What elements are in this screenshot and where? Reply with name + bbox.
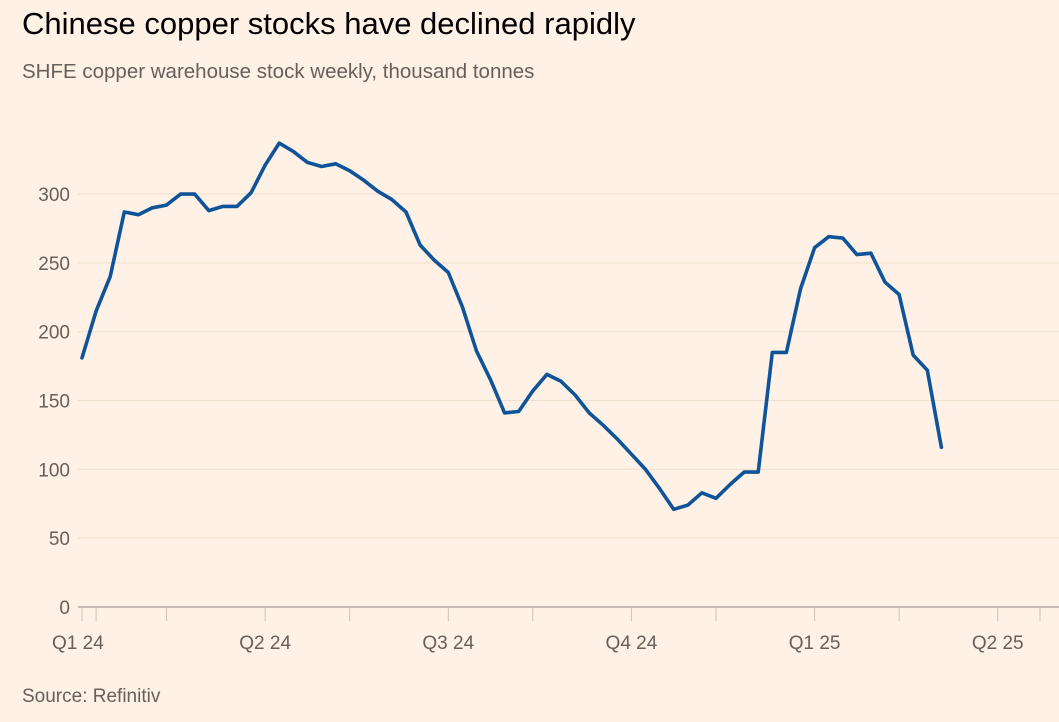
- source-note: Source: Refinitiv: [22, 686, 161, 707]
- y-tick-label: 250: [38, 254, 70, 275]
- y-tick-label: 100: [38, 460, 70, 481]
- x-tick-label: Q4 24: [606, 633, 658, 654]
- x-tick-label: Q3 24: [422, 633, 474, 654]
- y-tick-label: 300: [38, 185, 70, 206]
- gridlines: [78, 193, 1059, 608]
- x-axis: Q1 24 Q2 24 Q3 24 Q4 24 Q1 25 Q2 25: [52, 607, 1041, 654]
- y-axis-ticks: 0 50 100 150 200 250 300: [38, 185, 70, 619]
- x-tick-label: Q1 24: [52, 633, 104, 654]
- series-line: [80, 141, 944, 512]
- y-tick-label: 50: [49, 529, 70, 550]
- chart-subtitle: SHFE copper warehouse stock weekly, thou…: [22, 60, 535, 83]
- y-tick-label: 150: [38, 392, 70, 413]
- x-tick-label: Q2 25: [972, 633, 1024, 654]
- x-tick-label: Q1 25: [789, 633, 841, 654]
- x-tick-label: Q2 24: [239, 633, 291, 654]
- chart-title: Chinese copper stocks have declined rapi…: [22, 6, 636, 41]
- y-tick-label: 200: [38, 323, 70, 344]
- y-tick-label: 0: [59, 598, 70, 619]
- series-group: [80, 141, 944, 512]
